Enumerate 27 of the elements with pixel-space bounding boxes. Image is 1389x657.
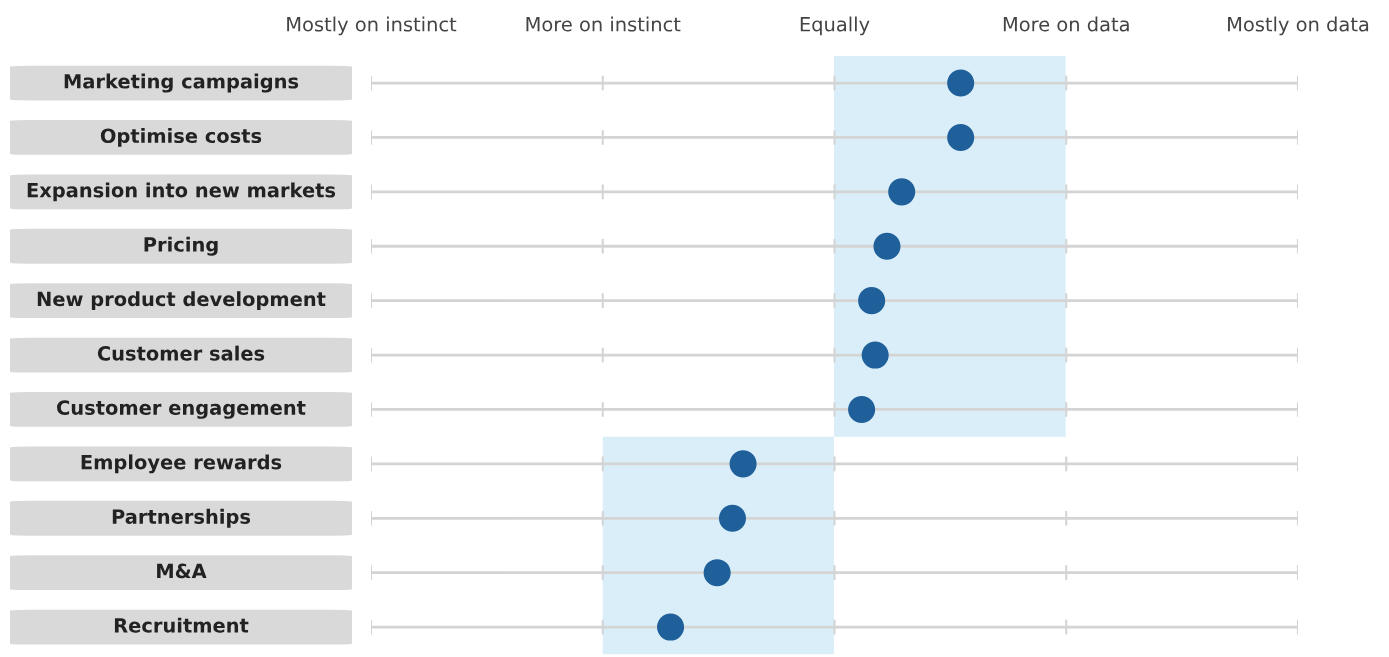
point [947, 123, 975, 151]
point [858, 287, 886, 315]
point [888, 178, 916, 206]
y-tick-label: Partnerships [112, 508, 251, 528]
y-tick-label: Recruitment [114, 617, 249, 633]
text: More on instinct [526, 16, 681, 32]
y-tick-label: Optimise costs [100, 128, 262, 147]
y-tick-label: M&A [157, 563, 207, 579]
point [873, 232, 901, 260]
text: Equally [800, 16, 870, 36]
text: Mostly on data [1228, 16, 1369, 36]
text: More on data [1003, 16, 1129, 32]
text: Mostly on instinct [287, 16, 457, 36]
point [718, 504, 747, 532]
point [657, 613, 685, 641]
point [861, 341, 889, 369]
y-tick-label: Marketing campaigns [64, 73, 299, 93]
y-tick-label: Customer engagement [57, 400, 306, 419]
y-tick-label: Customer sales [97, 345, 265, 361]
y-tick-label: Pricing [144, 236, 218, 256]
point [848, 395, 876, 423]
y-tick-label: Expansion into new markets [27, 182, 336, 202]
point [703, 559, 731, 587]
point [729, 450, 757, 478]
point [947, 69, 975, 97]
y-tick-label: Employee rewards [81, 454, 282, 474]
y-tick-label: New product development [37, 291, 326, 311]
